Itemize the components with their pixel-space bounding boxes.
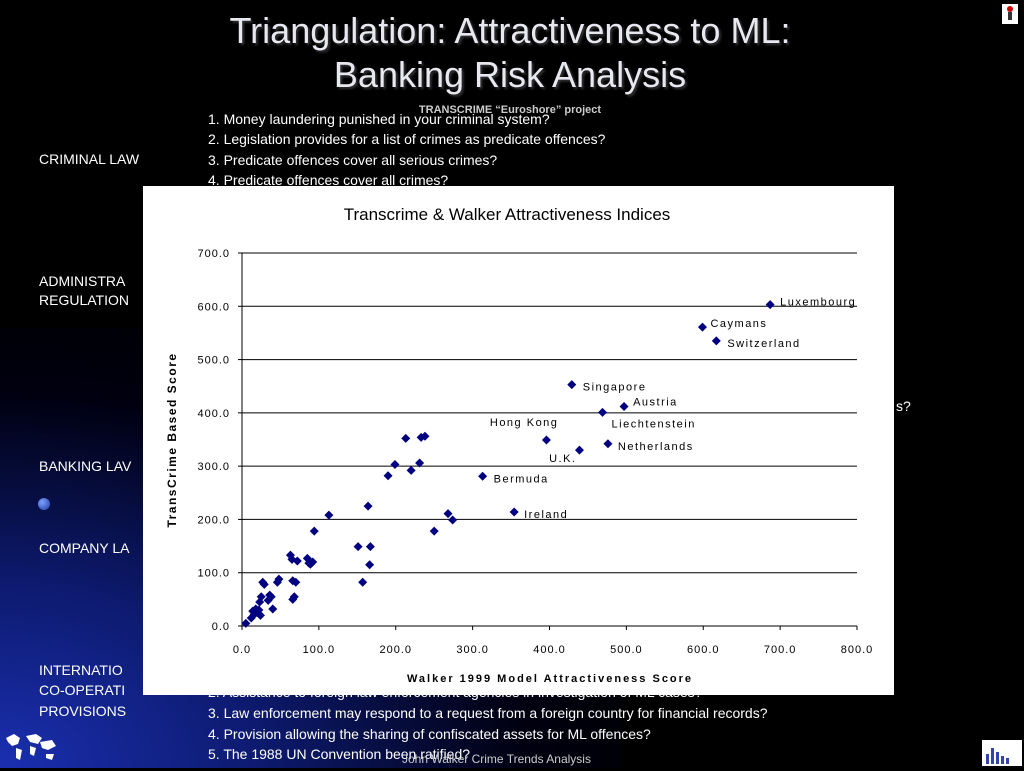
y-tick-label: 600.0 [197, 301, 230, 313]
data-point [478, 471, 488, 481]
data-point [406, 465, 416, 475]
data-point [254, 605, 264, 615]
data-point [363, 501, 373, 511]
data-point [443, 509, 453, 519]
data-point [365, 542, 375, 552]
data-point [289, 592, 299, 602]
question-top-1: 1. Money laundering punished in your cri… [208, 111, 550, 127]
data-point [765, 300, 775, 310]
question-bottom-3: 3. Law enforcement may respond to a requ… [208, 705, 768, 721]
data-point [420, 431, 430, 441]
y-tick-label: 200.0 [197, 514, 230, 526]
data-point [249, 609, 259, 619]
data-point [598, 407, 608, 417]
data-point [266, 592, 276, 602]
data-point [309, 526, 319, 536]
section-administrative-1: ADMINISTRA [39, 273, 126, 289]
section-international-3: PROVISIONS [39, 703, 127, 719]
point-label: Liechtenstein [612, 418, 696, 430]
data-point [509, 507, 519, 517]
scatter-chart: Transcrime & Walker Attractiveness Indic… [143, 186, 894, 695]
y-tick-label: 100.0 [197, 568, 230, 580]
world-map-icon [2, 728, 58, 764]
x-tick-label: 200.0 [379, 644, 412, 656]
data-point [358, 577, 368, 587]
y-tick-label: 0.0 [212, 621, 230, 633]
question-top-4: 4. Predicate offences cover all crimes? [208, 172, 449, 188]
section-company-law: COMPANY LA [39, 540, 130, 556]
slide-title-line1: Triangulation: Attractiveness to ML: [229, 10, 791, 51]
data-point [603, 439, 613, 449]
question-bottom-5: 5. The 1988 UN Convention been ratified? [208, 746, 471, 762]
data-point [246, 613, 256, 623]
data-point [574, 445, 584, 455]
section-international-2: CO-OPERATI [39, 682, 126, 698]
data-point [365, 560, 375, 570]
data-point [291, 577, 301, 587]
data-point [255, 610, 265, 620]
data-point [256, 592, 266, 602]
chart-svg: Transcrime & Walker Attractiveness Indic… [165, 205, 874, 685]
point-label: U.K. [549, 453, 576, 465]
x-tick-label: 800.0 [841, 644, 874, 656]
point-label: Caymans [710, 318, 767, 330]
data-point [259, 579, 269, 589]
slide-footer: John Walker Crime Trends Analysis [402, 752, 591, 766]
point-label: Hong Kong [490, 417, 559, 429]
data-point [711, 336, 721, 346]
data-point [383, 471, 393, 481]
section-banking-law: BANKING LAV [39, 458, 132, 474]
data-point [567, 380, 577, 390]
data-point [429, 526, 439, 536]
section-international-1: INTERNATIO [39, 662, 123, 678]
data-point [308, 557, 318, 567]
point-label: Netherlands [618, 441, 694, 453]
data-point [541, 435, 551, 445]
x-tick-label: 700.0 [764, 644, 797, 656]
question-top-2: 2. Legislation provides for a list of cr… [208, 131, 606, 147]
question-top-3: 3. Predicate offences cover all serious … [208, 152, 498, 168]
y-tick-label: 400.0 [197, 408, 230, 420]
x-axis-label: Walker 1999 Model Attractiveness Score [407, 673, 693, 685]
data-point [274, 574, 284, 584]
chart-title: Transcrime & Walker Attractiveness Indic… [344, 205, 671, 224]
data-point [292, 556, 302, 566]
slide-title-line2: Banking Risk Analysis [333, 54, 687, 95]
x-tick-label: 500.0 [610, 644, 643, 656]
data-point [241, 618, 251, 628]
section-administrative-2: REGULATION [39, 292, 129, 308]
data-point [263, 595, 273, 605]
y-tick-label: 300.0 [197, 461, 230, 473]
x-tick-label: 300.0 [456, 644, 489, 656]
presenter-icon [1002, 4, 1018, 24]
x-tick-label: 400.0 [533, 644, 566, 656]
data-point [390, 460, 400, 470]
data-point [697, 322, 707, 332]
slide-subtitle: TRANSCRIME “Euroshore” project [418, 104, 602, 116]
data-point [401, 433, 411, 443]
y-axis-label: TransCrime Based Score [165, 352, 179, 527]
data-point [415, 458, 425, 468]
question-bottom-4: 4. Provision allowing the sharing of con… [208, 726, 651, 742]
bar-chart-logo-icon [982, 740, 1022, 766]
section-criminal-law: CRIMINAL LAW [39, 151, 140, 167]
point-label: Switzerland [727, 338, 800, 350]
data-point [353, 542, 363, 552]
x-tick-label: 100.0 [303, 644, 336, 656]
point-label: Singapore [583, 382, 647, 394]
data-point [619, 401, 629, 411]
question-fragment: s? [896, 398, 911, 414]
data-point [448, 515, 458, 525]
x-tick-label: 600.0 [687, 644, 720, 656]
data-point [324, 510, 334, 520]
point-label: Austria [633, 396, 678, 408]
y-tick-label: 500.0 [197, 355, 230, 367]
data-point [268, 604, 278, 614]
bullet-icon [38, 498, 50, 510]
point-label: Ireland [524, 509, 568, 521]
y-tick-label: 700.0 [197, 248, 230, 260]
point-label: Luxembourg [780, 297, 856, 309]
x-tick-label: 0.0 [233, 644, 251, 656]
point-label: Bermuda [494, 473, 549, 485]
